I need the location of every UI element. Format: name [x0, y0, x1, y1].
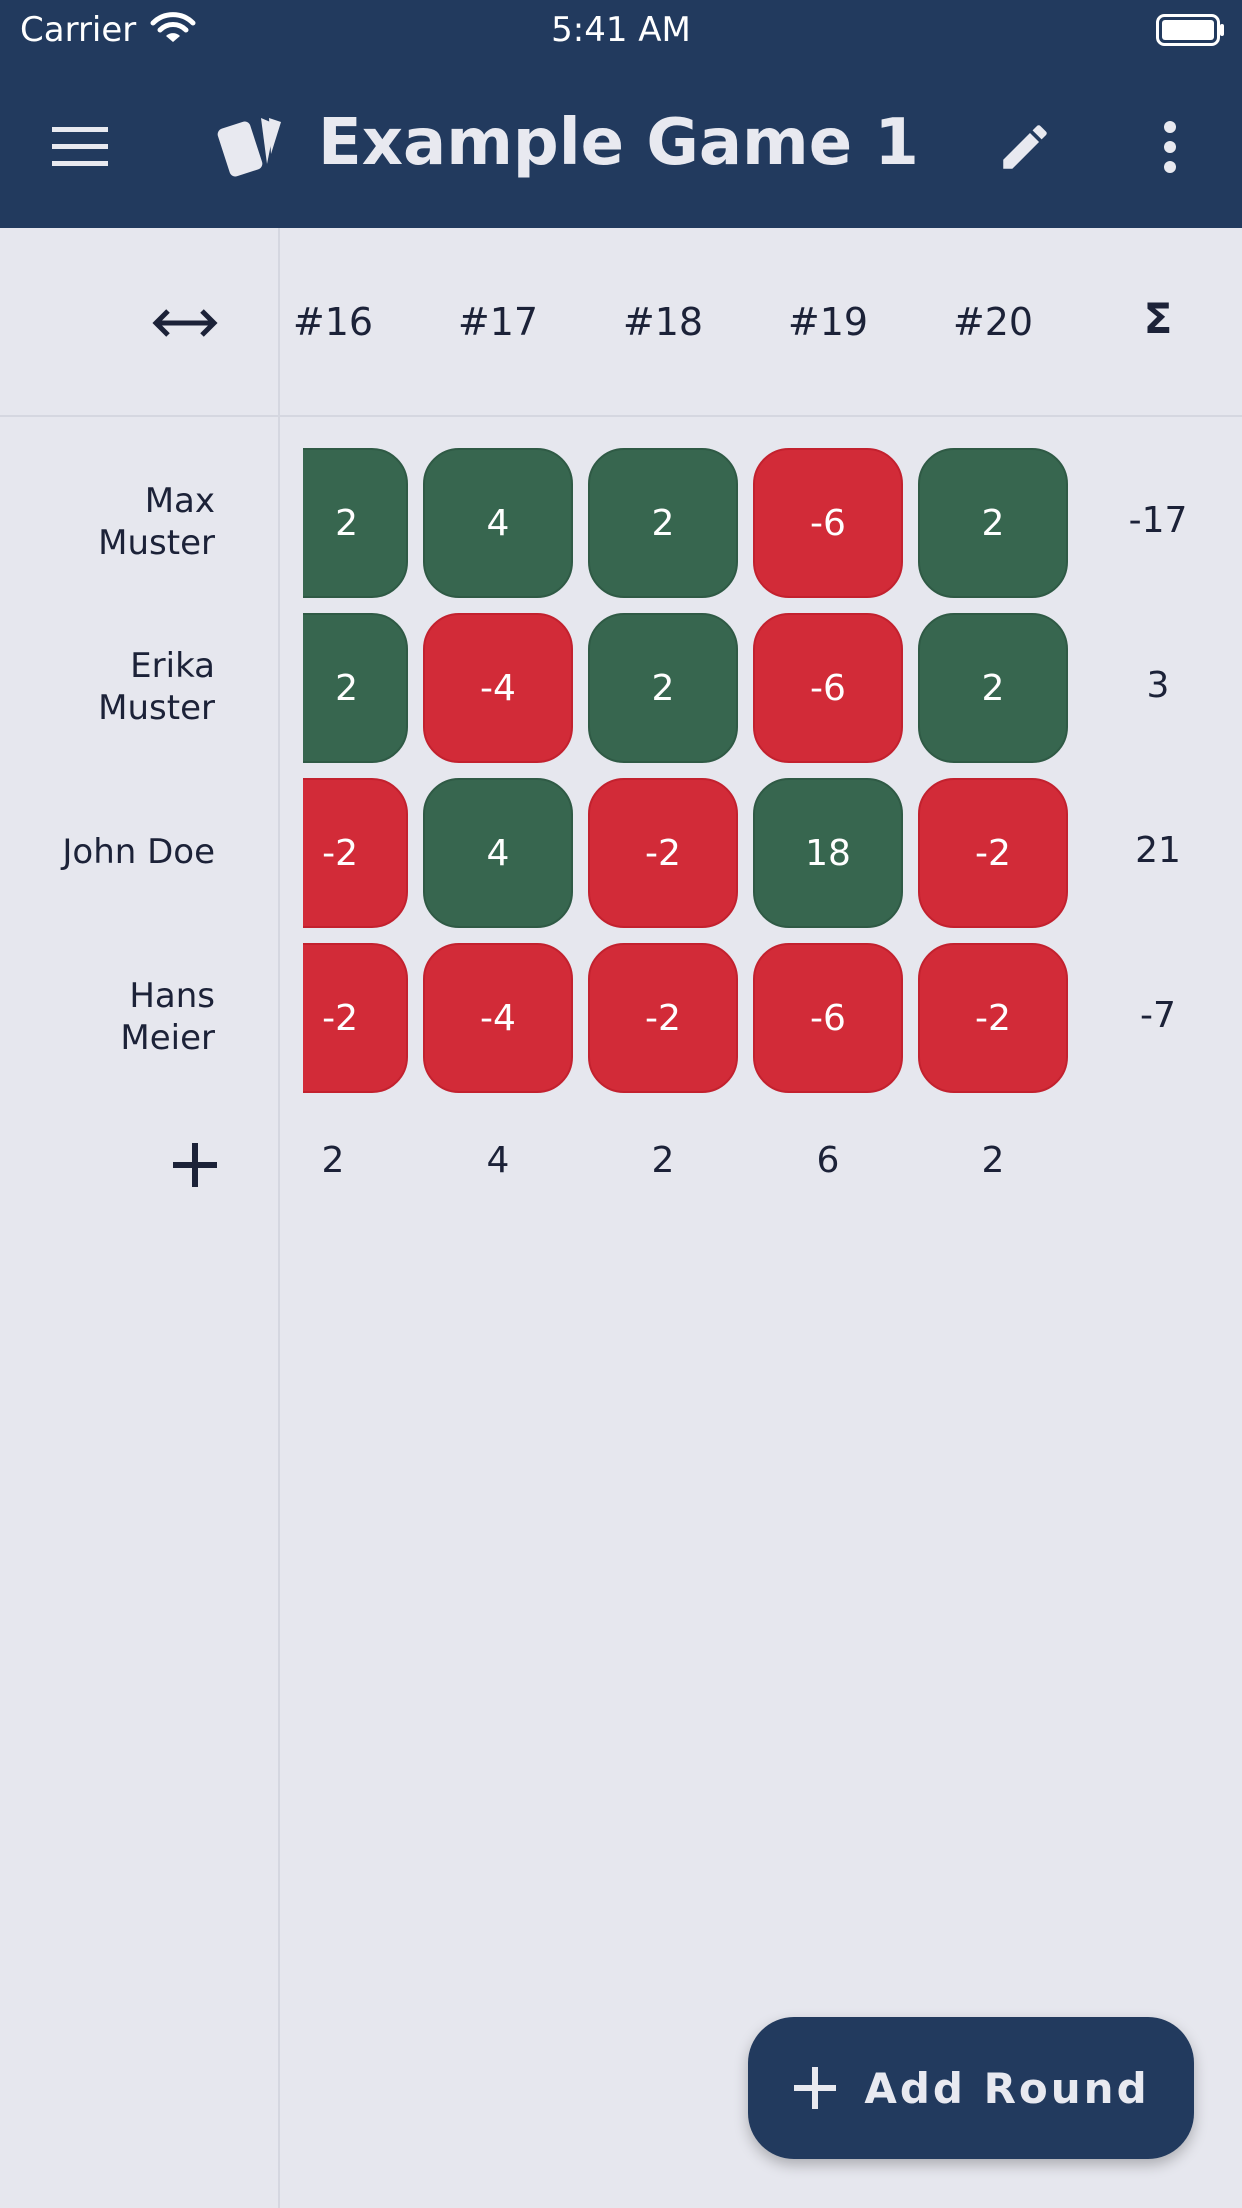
player-name[interactable]: Hans Meier: [20, 975, 215, 1059]
score-tile[interactable]: -2: [918, 778, 1068, 928]
wifi-icon: [150, 10, 196, 50]
edit-icon: [1003, 125, 1047, 169]
score-tile[interactable]: -4: [423, 613, 573, 763]
more-options-button[interactable]: [1130, 107, 1210, 187]
add-icon: [173, 1143, 217, 1187]
player-name-line: Meier: [120, 1018, 215, 1058]
round-sum: 2: [981, 1140, 1005, 1181]
clock: 5:41 AM: [551, 10, 691, 50]
player-total: -17: [1128, 500, 1188, 541]
header-divider: [0, 415, 1242, 417]
score-tile[interactable]: 2: [588, 613, 738, 763]
menu-icon: [52, 127, 108, 166]
score-tile[interactable]: -2: [588, 778, 738, 928]
player-total: 3: [1146, 665, 1170, 706]
player-name-line: Muster: [98, 688, 215, 728]
round-label[interactable]: #18: [622, 300, 704, 344]
add-player-button[interactable]: [160, 1130, 230, 1200]
player-name-line: Max: [144, 481, 215, 521]
more-vert-icon: [1164, 121, 1176, 173]
column-divider: [278, 228, 280, 2208]
player-name-line: Erika: [130, 646, 215, 686]
player-name[interactable]: Erika Muster: [20, 645, 215, 729]
round-label[interactable]: #20: [952, 300, 1034, 344]
player-name[interactable]: Max Muster: [20, 480, 215, 564]
score-tiles: 2 4 2 -6 2 2 -4 2 -6 2 -2 4 -2 18 -2 -2 -4 -2 -6 -2: [303, 440, 1093, 1100]
score-tile[interactable]: 18: [753, 778, 903, 928]
score-tile[interactable]: -4: [423, 943, 573, 1093]
score-tile[interactable]: -6: [753, 448, 903, 598]
score-tile[interactable]: 2: [303, 448, 408, 598]
round-sum: 6: [816, 1140, 840, 1181]
expand-horizontal-icon: [152, 309, 218, 337]
player-name-line: Hans: [129, 976, 215, 1016]
score-tile[interactable]: 2: [918, 448, 1068, 598]
score-tile[interactable]: -2: [303, 778, 408, 928]
cards-logo-icon: [217, 118, 281, 177]
total-column-header: Σ: [1143, 294, 1173, 343]
score-tile[interactable]: 4: [423, 448, 573, 598]
player-name-line: Muster: [98, 523, 215, 563]
score-tile[interactable]: -6: [753, 943, 903, 1093]
app-bar: Example Game 1: [0, 62, 1242, 228]
score-tile[interactable]: -2: [588, 943, 738, 1093]
round-sum: 2: [651, 1140, 675, 1181]
page-title: Example Game 1: [318, 106, 919, 180]
player-total: 21: [1135, 830, 1181, 871]
player-total: -7: [1140, 995, 1176, 1036]
battery-icon: [1156, 14, 1226, 46]
score-tile[interactable]: 4: [423, 778, 573, 928]
status-bar: Carrier 5:41 AM: [0, 0, 1242, 62]
add-icon: [794, 2067, 837, 2109]
score-tile[interactable]: -2: [303, 943, 408, 1093]
menu-button[interactable]: [40, 107, 120, 187]
round-label[interactable]: #19: [787, 300, 869, 344]
score-tile[interactable]: -2: [918, 943, 1068, 1093]
add-round-button[interactable]: Add Round: [748, 2017, 1194, 2159]
round-sums-row: 2 4 2 6 2: [0, 1130, 1242, 1200]
expand-columns-button[interactable]: [140, 288, 230, 358]
round-sum: 4: [486, 1140, 510, 1181]
round-sum: 2: [321, 1140, 345, 1181]
edit-button[interactable]: [985, 107, 1065, 187]
add-round-label: Add Round: [864, 2063, 1150, 2113]
score-grid: Max Muster Erika Muster John Doe Hans Me…: [0, 440, 1242, 1140]
score-tile[interactable]: 2: [588, 448, 738, 598]
rounds-header: #16 #17 #18 #19 #20 Σ: [0, 228, 1242, 415]
round-label[interactable]: #17: [457, 300, 539, 344]
player-name[interactable]: John Doe: [62, 832, 215, 872]
score-tile[interactable]: -6: [753, 613, 903, 763]
score-tile[interactable]: 2: [303, 613, 408, 763]
round-label[interactable]: #16: [292, 300, 374, 344]
score-tile[interactable]: 2: [918, 613, 1068, 763]
carrier-label: Carrier: [20, 10, 137, 50]
